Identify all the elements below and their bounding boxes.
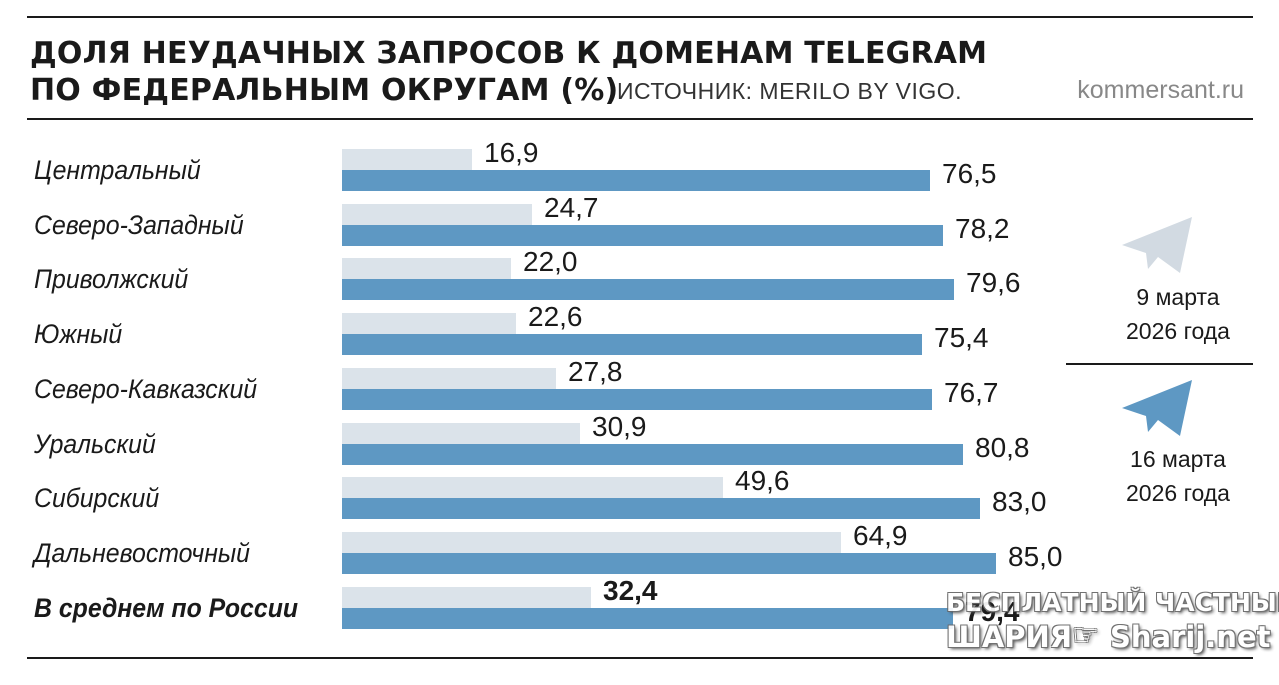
- legend-divider: [1066, 363, 1253, 365]
- data-label: 49,6: [735, 465, 790, 496]
- bar-march9: [342, 204, 532, 225]
- data-label: 85,0: [1008, 541, 1063, 572]
- data-label: 76,5: [942, 158, 997, 189]
- data-label: 27,8: [568, 356, 623, 387]
- data-label: 79,4: [965, 596, 1020, 627]
- data-label: 78,2: [955, 213, 1010, 244]
- data-label: 16,9: [484, 137, 539, 168]
- data-label: 75,4: [934, 322, 989, 353]
- bar-march9: [342, 477, 723, 498]
- pointing-hand-icon: ☞: [1072, 618, 1099, 653]
- data-label: 32,4: [603, 575, 658, 606]
- category-label: Дальневосточный: [34, 538, 250, 568]
- chart-source: ИСТОЧНИК: MERILO BY VIGO.: [617, 78, 963, 104]
- bar-march9: [342, 149, 472, 170]
- legend-label-march9: 9 марта 2026 года: [1126, 284, 1230, 344]
- bar-march16: [342, 279, 954, 300]
- category-label: Северо-Западный: [34, 210, 244, 240]
- data-label: 83,0: [992, 486, 1047, 517]
- legend-label-march16: 16 марта 2026 года: [1126, 446, 1230, 506]
- bar-march16: [342, 389, 932, 410]
- category-label: Южный: [34, 319, 123, 349]
- category-label: Сибирский: [34, 483, 160, 513]
- data-label: 22,0: [523, 246, 578, 277]
- header-rule: [27, 118, 1253, 120]
- top-rule: [27, 16, 1253, 18]
- bar-march9: [342, 258, 511, 279]
- data-label: 79,6: [966, 267, 1021, 298]
- data-label: 64,9: [853, 520, 908, 551]
- bar-march9: [342, 423, 580, 444]
- data-label: 30,9: [592, 411, 647, 442]
- telegram-plane-icon-blue: [1122, 380, 1192, 436]
- bar-march16: [342, 553, 996, 574]
- watermark-line2: ШАРИЯ: [946, 620, 1073, 654]
- data-label: 76,7: [944, 377, 999, 408]
- bar-march9: [342, 532, 841, 553]
- watermark-line1: БЕСПЛАТНЫЙ ЧАСТНЫЙ: [946, 588, 1279, 617]
- category-label: В среднем по России: [34, 593, 299, 623]
- chart-title-line1: ДОЛЯ НЕУДАЧНЫХ ЗАПРОСОВ К ДОМЕНАМ TELEGR…: [30, 36, 988, 71]
- bar-march9: [342, 313, 516, 334]
- bar-march16: [342, 334, 922, 355]
- bar-march9: [342, 587, 591, 608]
- watermark-line3: Sharij.net: [1110, 620, 1271, 654]
- chart-title-line2: ПО ФЕДЕРАЛЬНЫМ ОКРУГАМ (%): [30, 73, 619, 108]
- data-label: 80,8: [975, 432, 1030, 463]
- category-label: Приволжский: [34, 264, 189, 294]
- bar-march16: [342, 170, 930, 191]
- bar-march16: [342, 498, 980, 519]
- category-label: Уральский: [34, 429, 156, 459]
- bar-march9: [342, 368, 556, 389]
- site-name: kommersant.ru: [1077, 76, 1244, 104]
- telegram-plane-icon-light: [1122, 217, 1192, 273]
- bar-march16: [342, 444, 963, 465]
- category-label: Центральный: [34, 155, 201, 185]
- bottom-rule: [27, 657, 1253, 659]
- bar-march16: [342, 225, 943, 246]
- data-label: 24,7: [544, 192, 599, 223]
- bar-march16: [342, 608, 953, 629]
- category-label: Северо-Кавказский: [34, 374, 258, 404]
- data-label: 22,6: [528, 301, 583, 332]
